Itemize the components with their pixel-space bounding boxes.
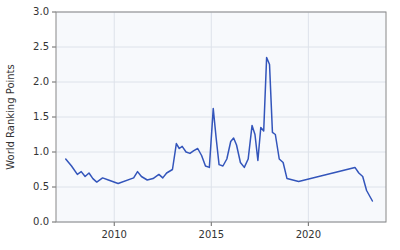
grid (56, 12, 386, 222)
y-tick-label: 0.5 (33, 181, 49, 192)
x-tick-label: 2015 (199, 229, 224, 240)
x-grid-line (308, 12, 309, 222)
y-tick (52, 12, 56, 13)
chart-container: 0.0 0.5 1.0 1.5 2.0 2.5 3.0 2010 2015 2020 World R… (0, 0, 400, 250)
y-tick-label: 3.0 (33, 6, 49, 17)
y-tick (52, 152, 56, 153)
x-tick (114, 222, 115, 226)
x-grid-line (211, 12, 212, 222)
y-tick-label: 2.0 (33, 76, 49, 87)
plot-area (56, 12, 386, 222)
line (66, 58, 373, 202)
y-grid-line (56, 47, 386, 48)
y-tick (52, 47, 56, 48)
x-tick-label: 2020 (296, 229, 321, 240)
y-grid-line (56, 152, 386, 153)
x-tick (308, 222, 309, 226)
axes: 0.0 0.5 1.0 1.5 2.0 2.5 3.0 2010 2015 2020 (33, 6, 386, 240)
y-axis-label: World Ranking Points (5, 64, 16, 170)
x-grid-line (114, 12, 115, 222)
chart: 0.0 0.5 1.0 1.5 2.0 2.5 3.0 2010 2015 2020 World R… (0, 0, 400, 250)
y-tick-label: 0.0 (33, 216, 49, 227)
y-tick-label: 1.0 (33, 146, 49, 157)
y-grid-line (56, 187, 386, 188)
y-tick-label: 2.5 (33, 41, 49, 52)
x-tick-label: 2010 (102, 229, 127, 240)
plot-frame (56, 12, 386, 222)
x-tick (211, 222, 212, 226)
y-grid-line (56, 82, 386, 83)
y-tick (52, 82, 56, 83)
y-tick (52, 222, 56, 223)
y-tick (52, 187, 56, 188)
y-tick (52, 117, 56, 118)
y-tick-label: 1.5 (33, 111, 49, 122)
y-grid-line (56, 117, 386, 118)
series (66, 58, 373, 202)
